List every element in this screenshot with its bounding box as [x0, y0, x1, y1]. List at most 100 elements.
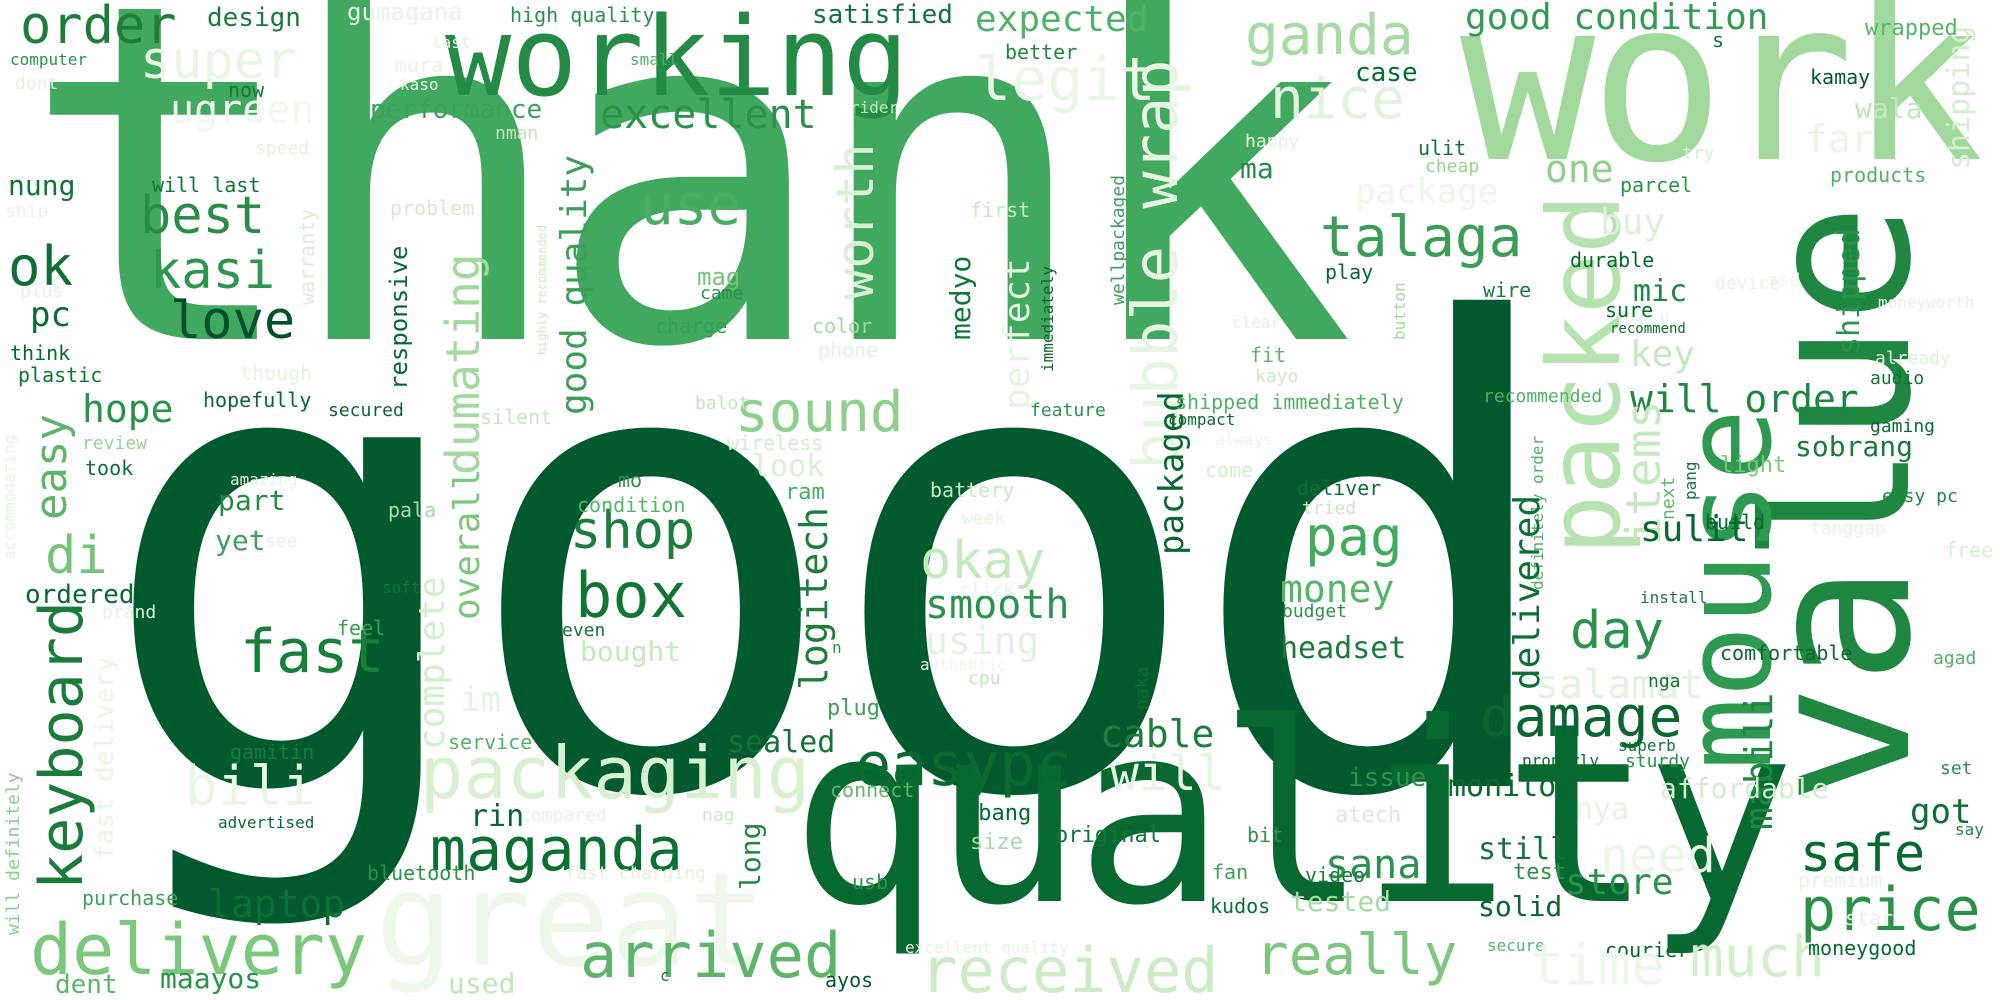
word-thank: thank	[20, 0, 1355, 450]
word-kudos: kudos	[1210, 894, 1271, 918]
word-even: even	[562, 620, 606, 641]
word-original: original	[1055, 823, 1161, 848]
word-computer: computer	[10, 50, 88, 69]
word-gumagana: gumagana	[347, 0, 463, 26]
word-sulit: sulit	[1640, 509, 1749, 550]
word-tested: tested	[1290, 885, 1392, 918]
word-will: will	[1110, 746, 1226, 802]
word-clear: clear	[1232, 313, 1281, 332]
word-sound: sound	[735, 380, 904, 445]
word-secured: secured	[328, 400, 404, 421]
word-mo: mo	[618, 468, 643, 492]
word-problem: problem	[390, 196, 475, 220]
word-usb: usb	[852, 870, 889, 894]
word-battery: battery	[930, 478, 1015, 502]
word-u: u	[1660, 308, 1670, 327]
word-dent: dent	[55, 970, 118, 1000]
word-week: week	[962, 508, 1006, 529]
word-authentic: authentic	[920, 655, 1007, 674]
word-good-condition: good condition	[1465, 0, 1769, 38]
word-keyboard: keyboard	[27, 601, 97, 890]
word-moneygood: moneygood	[1808, 936, 1917, 960]
word-came: came	[700, 283, 744, 304]
word-speed: speed	[255, 138, 310, 159]
word-shipping: shipping	[1942, 25, 1977, 171]
word-connect: connect	[830, 778, 915, 802]
word-took: took	[85, 456, 134, 480]
word-design: design	[207, 3, 301, 33]
word-still: still	[1478, 832, 1569, 867]
word-gamitin: gamitin	[230, 740, 315, 764]
word-play: play	[1325, 260, 1374, 284]
word-amazing: amazing	[230, 470, 298, 489]
word-plastic: plastic	[18, 363, 103, 387]
word-brand: brand	[102, 602, 157, 623]
word-worth: worth	[826, 143, 886, 300]
word-satisfied: satisfied	[812, 0, 953, 30]
word-got: got	[1910, 792, 1972, 832]
word-agad: agad	[1933, 648, 1977, 669]
word-ok: ok	[8, 235, 74, 298]
word-courier: courier	[1605, 938, 1690, 962]
word-working: working	[445, 0, 909, 121]
word-pag: pag	[1305, 505, 1403, 568]
word-wala: wala	[1855, 92, 1923, 125]
word-dont: dont	[15, 73, 59, 94]
word-fast-charging: fast charging	[565, 863, 706, 884]
word-one: one	[1545, 147, 1614, 191]
word-ma: ma	[1240, 152, 1274, 185]
word-overall: overall	[447, 468, 488, 620]
word-now: now	[228, 78, 265, 102]
word-tried: tried	[1302, 498, 1357, 519]
word-recommended: recommended	[1483, 386, 1603, 407]
word-headset: headset	[1280, 631, 1407, 666]
word-super: super	[140, 31, 297, 91]
word-excellent-quality: excellent quality	[905, 938, 1069, 957]
word-pala: pala	[388, 498, 437, 522]
word-cheap: cheap	[1425, 156, 1480, 177]
word-highly-recommended: highly recommended	[535, 224, 549, 355]
word-cable: cable	[1100, 712, 1215, 756]
word-received: received	[920, 934, 1219, 1000]
word-price: price	[1800, 875, 1981, 945]
word-purchase: purchase	[82, 886, 179, 910]
word-bluetooth: bluetooth	[367, 861, 476, 885]
word-nag: nag	[702, 805, 735, 826]
word-small: small	[630, 50, 679, 69]
word-box: box	[575, 559, 687, 632]
word-arrived: arrived	[580, 919, 842, 992]
word-pc: pc	[30, 295, 71, 335]
word-silent: silent	[480, 405, 553, 429]
word-maayos: maayos	[160, 962, 262, 995]
word-easy-pc: easy pc	[1882, 486, 1958, 507]
word-safe: safe	[1800, 824, 1926, 884]
word-cpu: cpu	[968, 668, 1001, 689]
word-mura: mura	[395, 53, 444, 77]
word-c: c	[660, 966, 670, 985]
word-hopefully: hopefully	[203, 388, 312, 412]
word-nice: nice	[1270, 67, 1405, 132]
word-fan: fan	[1212, 860, 1249, 884]
word-bit: bit	[1247, 823, 1284, 847]
word-will-last: will last	[152, 173, 261, 197]
word-issue: issue	[1348, 763, 1427, 793]
word-review: review	[82, 433, 148, 454]
word-gaming: gaming	[1870, 416, 1936, 437]
word-smooth: smooth	[925, 582, 1070, 628]
word-set: set	[1940, 758, 1973, 779]
word-bought: bought	[580, 635, 682, 668]
word-delivery: delivery	[30, 909, 368, 991]
word-compared: compared	[520, 805, 607, 826]
word-video: video	[1305, 863, 1366, 887]
word-last: last	[432, 33, 471, 52]
word-part: part	[218, 484, 286, 517]
word-fast: fast	[240, 617, 385, 687]
word-recommend: recommend	[1610, 321, 1686, 337]
word-high-quality: high quality	[510, 3, 655, 27]
word-feature: feature	[1030, 400, 1106, 421]
word-nga: nga	[1648, 671, 1681, 692]
word-properly: properly	[1522, 751, 1600, 770]
word-wire: wire	[1483, 278, 1532, 302]
word-moneyworth: moneyworth	[1878, 293, 1975, 312]
word-soft: soft	[382, 578, 421, 597]
